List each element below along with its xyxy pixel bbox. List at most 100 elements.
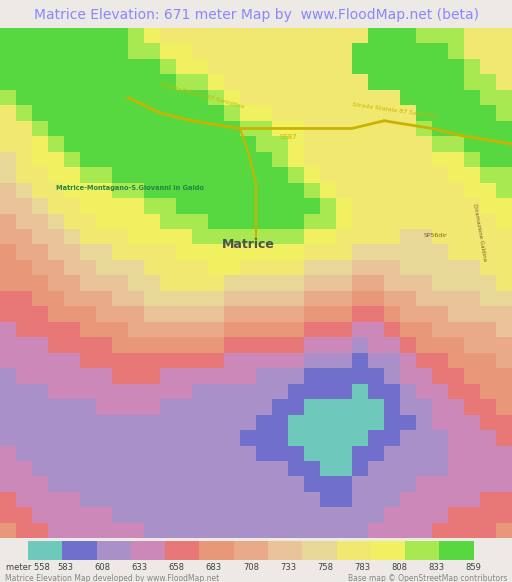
Bar (112, 90, 128, 105)
Bar (368, 44, 384, 59)
Bar (80, 446, 96, 461)
Bar (112, 229, 128, 244)
Bar (304, 492, 320, 508)
Bar (16, 105, 32, 120)
Bar (64, 136, 80, 152)
Bar (448, 322, 464, 338)
Bar (320, 306, 336, 322)
Bar (304, 183, 320, 198)
Bar (192, 399, 208, 414)
Bar (272, 430, 288, 446)
Bar (432, 136, 448, 152)
Bar (272, 167, 288, 183)
Bar (272, 414, 288, 430)
Bar (384, 508, 400, 523)
Bar (448, 152, 464, 167)
Bar (464, 90, 480, 105)
Bar (302, 541, 336, 560)
Bar (448, 167, 464, 183)
Bar (496, 136, 512, 152)
Bar (64, 260, 80, 275)
Bar (272, 105, 288, 120)
Bar (192, 492, 208, 508)
Bar (208, 508, 224, 523)
Bar (448, 338, 464, 353)
Bar (400, 353, 416, 368)
Bar (432, 291, 448, 306)
Bar (48, 477, 64, 492)
Bar (480, 214, 496, 229)
Bar (144, 136, 160, 152)
Bar (16, 461, 32, 477)
Bar (256, 399, 272, 414)
Bar (112, 414, 128, 430)
Bar (16, 44, 32, 59)
Bar (32, 28, 48, 44)
Bar (416, 368, 432, 384)
Bar (304, 90, 320, 105)
Bar (464, 291, 480, 306)
Bar (112, 244, 128, 260)
Bar (192, 368, 208, 384)
Bar (416, 414, 432, 430)
Bar (432, 105, 448, 120)
Bar (176, 414, 192, 430)
Bar (80, 477, 96, 492)
Bar (368, 90, 384, 105)
Bar (192, 90, 208, 105)
Bar (192, 105, 208, 120)
Bar (448, 508, 464, 523)
Bar (336, 541, 371, 560)
Bar (405, 541, 439, 560)
Bar (128, 136, 144, 152)
Bar (64, 353, 80, 368)
Bar (80, 74, 96, 90)
Bar (64, 338, 80, 353)
Text: Matrice-Montagano-S.Giovanni in Galdo: Matrice-Montagano-S.Giovanni in Galdo (56, 185, 204, 191)
Bar (208, 120, 224, 136)
Bar (96, 198, 112, 214)
Bar (368, 508, 384, 523)
Bar (464, 120, 480, 136)
Bar (400, 44, 416, 59)
Bar (80, 384, 96, 399)
Bar (112, 338, 128, 353)
Bar (208, 368, 224, 384)
Bar (272, 28, 288, 44)
Bar (496, 183, 512, 198)
Bar (320, 152, 336, 167)
Bar (32, 508, 48, 523)
Bar (64, 430, 80, 446)
Bar (320, 353, 336, 368)
Bar (16, 306, 32, 322)
Bar (272, 214, 288, 229)
Bar (240, 384, 256, 399)
Bar (32, 384, 48, 399)
Bar (240, 183, 256, 198)
Bar (320, 136, 336, 152)
Bar (416, 461, 432, 477)
Bar (336, 44, 352, 59)
Bar (192, 353, 208, 368)
Bar (304, 508, 320, 523)
Bar (80, 152, 96, 167)
Bar (0, 508, 16, 523)
Bar (80, 353, 96, 368)
Bar (80, 461, 96, 477)
Bar (480, 414, 496, 430)
Bar (368, 59, 384, 74)
Bar (304, 446, 320, 461)
Bar (416, 523, 432, 538)
Bar (384, 446, 400, 461)
Bar (336, 368, 352, 384)
Bar (32, 152, 48, 167)
Bar (272, 136, 288, 152)
Bar (288, 477, 304, 492)
Bar (400, 214, 416, 229)
Bar (480, 260, 496, 275)
Bar (176, 430, 192, 446)
Bar (176, 492, 192, 508)
Bar (224, 120, 240, 136)
Bar (464, 136, 480, 152)
Bar (16, 244, 32, 260)
